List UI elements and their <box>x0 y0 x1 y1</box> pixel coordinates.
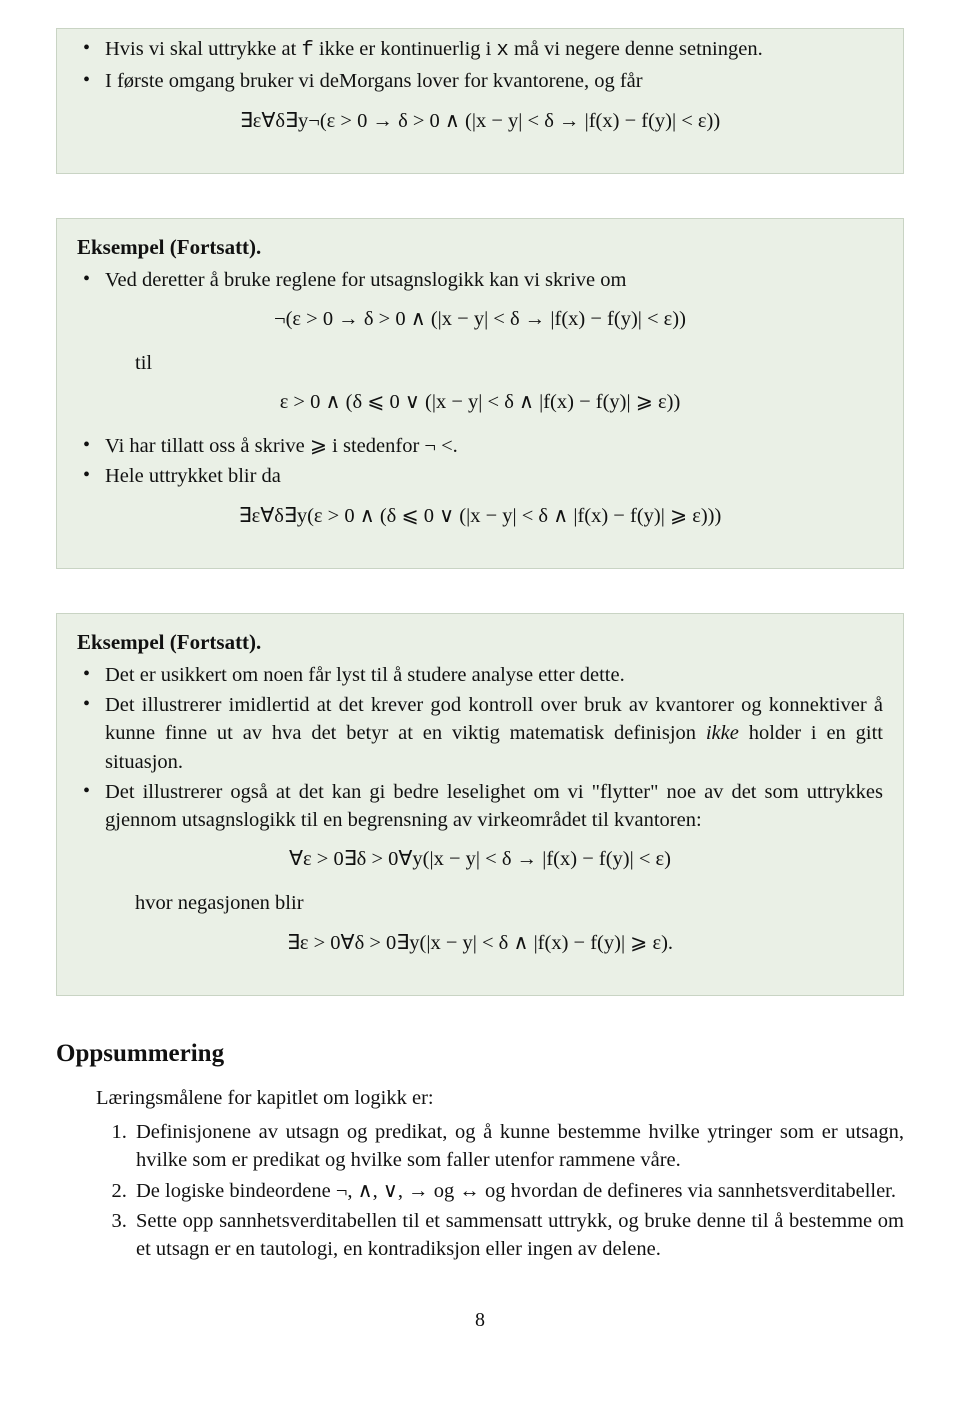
text: ikke er kontinuerlig i <box>314 38 497 60</box>
box3-neg-label: hvor negasjonen blir <box>77 889 883 917</box>
text: Det er usikkert om noen får lyst til å s… <box>105 664 625 686</box>
box2-formula-2: ε > 0 ∧ (δ ⩽ 0 ∨ (|x − y| < δ ∧ |f(x) − … <box>77 389 883 414</box>
box3-bullet-1: Det er usikkert om noen får lyst til å s… <box>105 661 883 689</box>
box2-bullet-2: Vi har tillatt oss å skrive ⩾ i stedenfo… <box>105 432 883 460</box>
text: Hvis vi skal uttrykke at <box>105 38 301 60</box>
page-number: 8 <box>56 1309 904 1332</box>
example-box-1: Hvis vi skal uttrykke at f ikke er konti… <box>56 28 904 174</box>
box2-formula-3: ∃ε∀δ∃y(ε > 0 ∧ (δ ⩽ 0 ∨ (|x − y| < δ ∧ |… <box>77 503 883 528</box>
text: Ved deretter å bruke reglene for utsagns… <box>105 269 626 291</box>
box3-formula-1: ∀ε > 0∃δ > 0∀y(|x − y| < δ → |f(x) − f(y… <box>77 846 883 871</box>
emphasis: ikke <box>706 722 739 744</box>
box3-heading: Eksempel (Fortsatt). <box>77 630 883 655</box>
summary-item-3: Sette opp sannhetsverditabellen til et s… <box>132 1207 904 1264</box>
box1-bullet-2: I første omgang bruker vi deMorgans love… <box>105 67 883 95</box>
box3-bullet-3: Det illustrerer også at det kan gi bedre… <box>105 778 883 835</box>
text: må vi negere denne setningen. <box>509 38 763 60</box>
box1-formula: ∃ε∀δ∃y¬(ε > 0 → δ > 0 ∧ (|x − y| < δ → |… <box>77 108 883 133</box>
var-x: x <box>497 39 509 62</box>
text: Hele uttrykket blir da <box>105 465 281 487</box>
text: Vi har tillatt oss å skrive ⩾ i stedenfo… <box>105 435 458 457</box>
box2-formula-1: ¬(ε > 0 → δ > 0 ∧ (|x − y| < δ → |f(x) −… <box>77 306 883 331</box>
example-box-3: Eksempel (Fortsatt). Det er usikkert om … <box>56 613 904 996</box>
text: Det illustrerer også at det kan gi bedre… <box>105 781 883 831</box>
summary-list: Definisjonene av utsagn og predikat, og … <box>56 1118 904 1263</box>
document-page: Hvis vi skal uttrykke at f ikke er konti… <box>0 0 960 1388</box>
example-box-2: Eksempel (Fortsatt). Ved deretter å bruk… <box>56 218 904 569</box>
box2-bullet-3: Hele uttrykket blir da <box>105 462 883 490</box>
box2-bullet-1: Ved deretter å bruke reglene for utsagns… <box>105 266 883 294</box>
box3-bullet-2: Det illustrerer imidlertid at det krever… <box>105 691 883 776</box>
box1-bullet-1: Hvis vi skal uttrykke at f ikke er konti… <box>105 35 883 65</box>
text: I første omgang bruker vi deMorgans love… <box>105 70 643 92</box>
box3-formula-2: ∃ε > 0∀δ > 0∃y(|x − y| < δ ∧ |f(x) − f(y… <box>77 930 883 955</box>
var-f: f <box>301 39 313 62</box>
summary-item-1: Definisjonene av utsagn og predikat, og … <box>132 1118 904 1175</box>
summary-heading: Oppsummering <box>56 1040 904 1068</box>
summary-item-2: De logiske bindeordene ¬, ∧, ∨, → og ↔ o… <box>132 1177 904 1205</box>
box2-heading: Eksempel (Fortsatt). <box>77 235 883 260</box>
summary-intro: Læringsmålene for kapitlet om logikk er: <box>56 1084 904 1112</box>
box2-til: til <box>77 349 883 377</box>
